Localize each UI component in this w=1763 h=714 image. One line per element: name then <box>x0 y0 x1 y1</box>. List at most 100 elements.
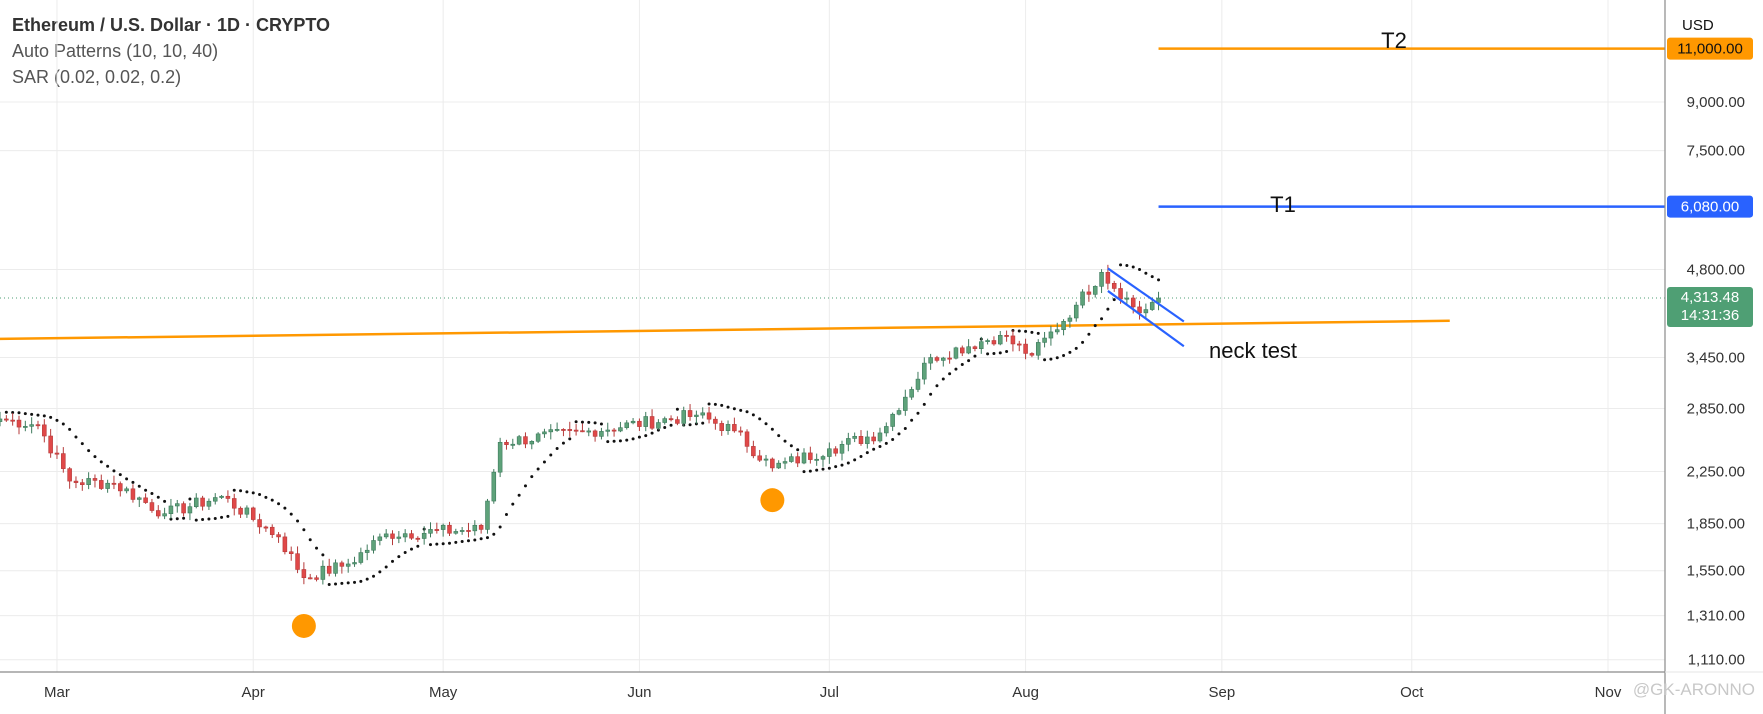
price-axis[interactable]: USD 9,000.00 7,500.00 4,800.00 3,450.00 2,85… <box>1682 17 1745 669</box>
candle <box>352 556 357 567</box>
candle <box>333 559 338 577</box>
candle <box>1137 300 1142 320</box>
neckline[interactable] <box>0 319 1450 341</box>
currency-label[interactable]: USD <box>1682 17 1714 34</box>
sar-dot <box>884 441 888 445</box>
sar-dot <box>1144 271 1148 275</box>
candle-body <box>269 526 275 535</box>
candle-body <box>80 482 85 485</box>
candle <box>288 546 294 561</box>
candle-body <box>998 335 1003 345</box>
sar-dot <box>504 513 508 517</box>
sar-dot <box>194 518 198 522</box>
month-tick-label: Jul <box>820 684 839 701</box>
candle-body <box>35 424 41 427</box>
sar-dot <box>125 477 129 481</box>
sar-dot <box>606 440 610 444</box>
sar-dot <box>1030 330 1034 334</box>
candle <box>649 409 655 430</box>
flag-channel[interactable] <box>1107 267 1185 348</box>
candle <box>953 346 959 360</box>
candle <box>73 476 79 489</box>
sar-dot <box>277 502 281 506</box>
candle <box>795 452 800 468</box>
candle <box>1035 339 1041 360</box>
candle-body <box>42 424 47 437</box>
candle <box>200 495 205 511</box>
candle <box>92 474 98 488</box>
candle <box>326 558 332 577</box>
sar-dot <box>334 582 338 586</box>
target-levels[interactable] <box>1158 47 1665 208</box>
sar-dot <box>1074 346 1078 350</box>
sar-dot <box>903 426 907 430</box>
candle <box>491 469 497 504</box>
candle-body <box>137 497 142 500</box>
candle-body <box>282 536 288 553</box>
sar-dot <box>340 581 344 585</box>
candle <box>782 457 788 470</box>
legend-indicator-sar[interactable]: SAR (0.02, 0.02, 0.2) <box>12 67 182 87</box>
candle <box>118 481 123 497</box>
candle-body <box>586 430 592 433</box>
candle-body <box>896 410 902 415</box>
candle <box>1111 280 1117 292</box>
sar-dot <box>555 447 559 451</box>
candle-body <box>478 524 484 530</box>
sar-dot <box>916 411 920 415</box>
candle <box>618 421 623 433</box>
candle-body <box>706 412 712 420</box>
candle-body <box>1073 304 1079 319</box>
candle-body <box>295 553 300 570</box>
candle <box>611 427 617 437</box>
candle <box>497 437 503 478</box>
candle <box>966 339 971 355</box>
candle <box>187 502 193 521</box>
candle <box>428 522 433 538</box>
candle-body <box>922 362 927 380</box>
candle-body <box>67 468 72 482</box>
candles[interactable] <box>0 264 1161 585</box>
candle <box>339 560 345 574</box>
candle <box>529 440 535 450</box>
candle <box>320 560 326 585</box>
sar-dot <box>568 437 572 441</box>
sar-dot <box>1150 275 1154 279</box>
candle-body <box>130 488 136 500</box>
candle-body <box>54 452 60 455</box>
candle <box>162 507 167 520</box>
candle <box>1054 322 1060 335</box>
sar-dot <box>986 352 990 356</box>
candle <box>86 472 91 490</box>
time-axis[interactable]: Mar Apr May Jun Jul Aug Sep Oct Nov <box>44 684 1622 701</box>
candle <box>922 357 927 385</box>
candle-body <box>174 503 180 507</box>
sar-dot <box>777 434 781 438</box>
candle <box>510 438 516 450</box>
sar-dot <box>1068 350 1072 354</box>
sar-dot <box>1157 278 1161 282</box>
candle <box>732 417 737 433</box>
legend-indicator-auto-patterns[interactable]: Auto Patterns (10, 10, 40) <box>12 41 219 61</box>
candle <box>282 532 288 555</box>
sar-dot <box>587 420 591 424</box>
sar-dot <box>694 422 698 426</box>
candle <box>124 486 129 494</box>
sar-dot <box>36 413 40 417</box>
candle <box>35 420 41 430</box>
candle <box>694 410 699 424</box>
candle <box>909 386 914 400</box>
candle <box>314 575 319 582</box>
sar-dot <box>87 449 91 453</box>
price-tick-label: 2,850.00 <box>1687 400 1745 417</box>
candle <box>567 421 573 437</box>
candle <box>687 404 693 421</box>
sar-dot <box>872 447 876 451</box>
candle-body <box>1054 329 1060 333</box>
sar-dot <box>574 420 578 424</box>
sar-dot <box>416 544 420 548</box>
sar-dot <box>637 435 641 439</box>
month-tick-label: Sep <box>1208 684 1235 701</box>
last-price-badge: 4,313.48 14:31:36 <box>1667 287 1753 328</box>
